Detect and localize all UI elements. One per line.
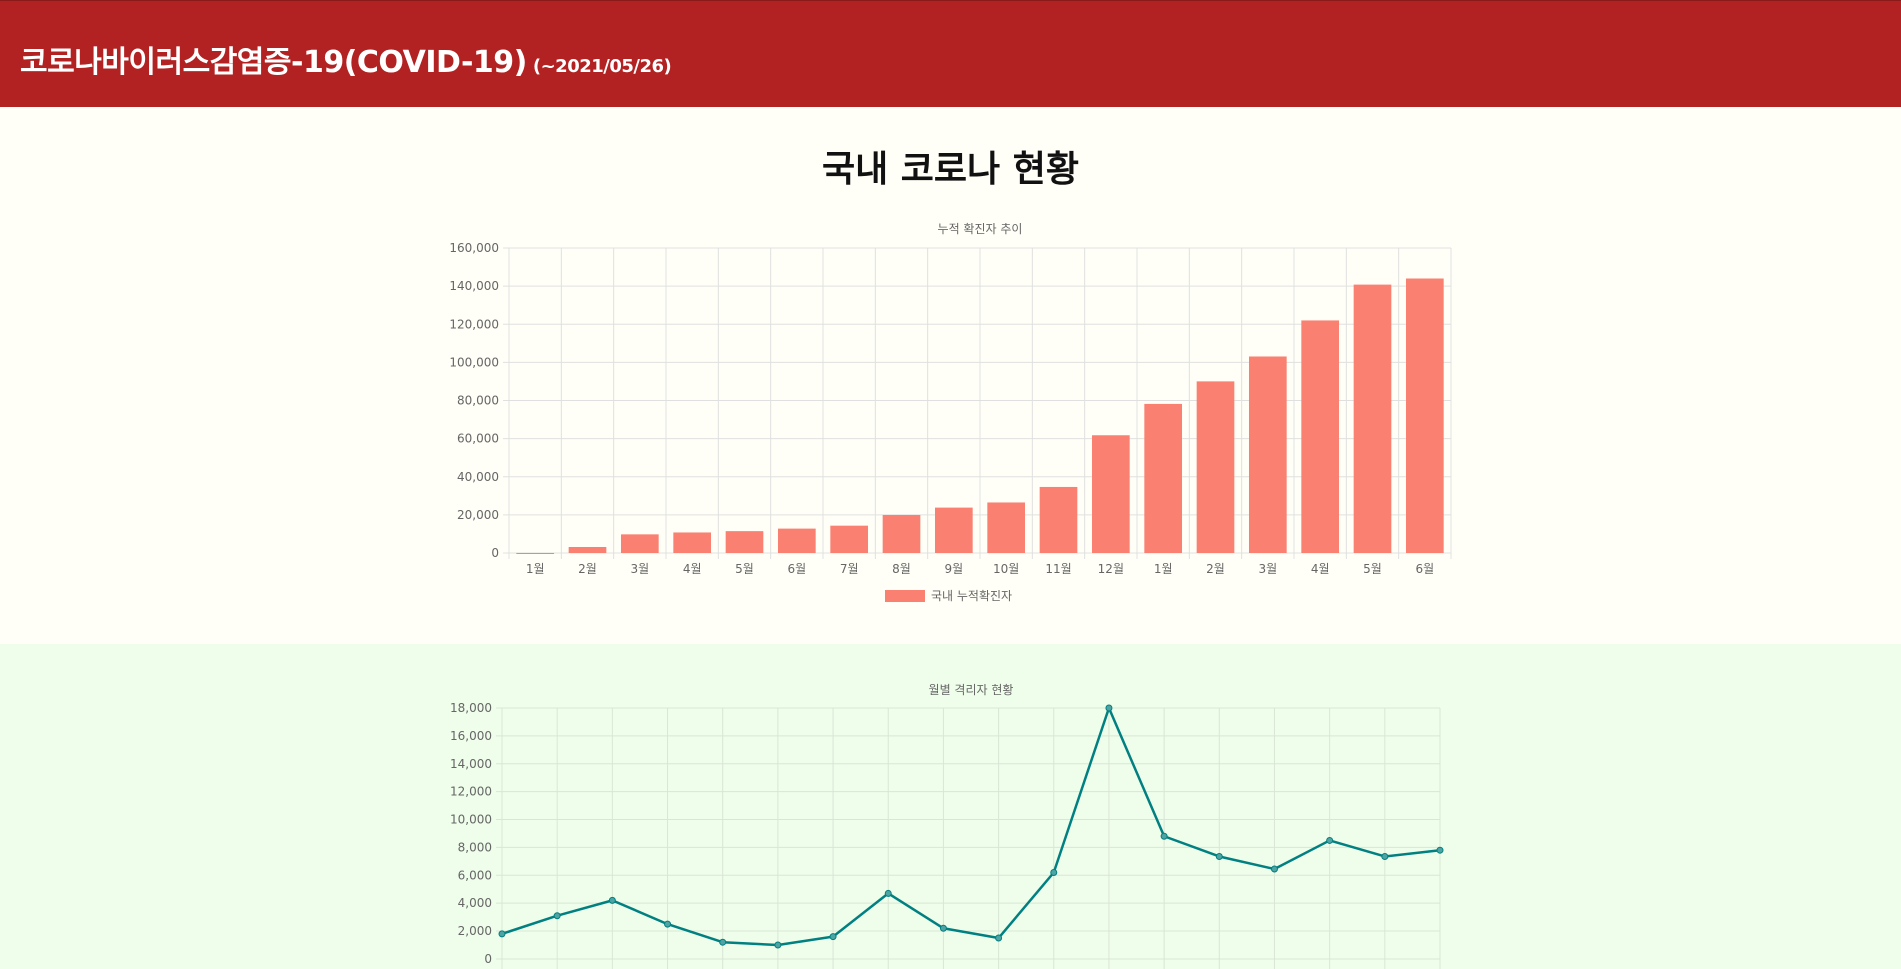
bar [725,531,764,553]
header-title-text: 코로나바이러스감염증-19(COVID-19) [20,45,527,80]
cumulative-section [0,107,1901,644]
x-tick-label: 5월 [735,562,754,576]
data-point [1326,836,1334,844]
bar [1196,381,1235,553]
header-date-range: (~2021/05/26) [532,56,672,77]
y-tick-label: 2,000 [458,924,492,938]
bar [1091,435,1130,553]
bar [568,546,607,553]
data-point [1436,846,1444,854]
y-tick-label: 12,000 [450,785,492,799]
data-point [884,889,892,897]
bar [934,507,973,553]
x-tick-label: 1월 [526,562,545,576]
data-point [498,930,506,938]
bar [620,534,659,553]
y-tick-label: 18,000 [450,701,492,715]
y-tick-label: 140,000 [449,279,499,293]
data-point [719,938,727,946]
x-tick-label: 6월 [787,562,806,576]
data-point [553,912,561,920]
bar [830,525,869,553]
x-tick-label: 4월 [1311,562,1330,576]
data-point [1381,852,1389,860]
chart-title: 누적 확진자 추이 [938,222,1023,236]
y-tick-label: 100,000 [449,355,499,369]
bar [1144,403,1183,553]
data-point [1270,865,1278,873]
data-point [1105,704,1113,712]
bar [673,532,712,553]
y-tick-label: 160,000 [449,241,499,255]
y-tick-label: 0 [491,546,499,560]
y-tick-label: 60,000 [457,432,499,446]
data-point [608,896,616,904]
bar [987,502,1026,553]
page-title: 국내 코로나 현황 [822,149,1079,190]
y-tick-label: 14,000 [450,757,492,771]
legend-swatch [885,590,925,602]
x-tick-label: 11월 [1045,562,1071,576]
bar [1301,320,1340,553]
data-point [829,933,837,941]
bar [1039,486,1078,553]
y-tick-label: 80,000 [457,394,499,408]
y-tick-label: 6,000 [458,868,492,882]
bar [1248,356,1287,553]
x-tick-label: 12월 [1098,562,1124,576]
x-tick-label: 9월 [944,562,963,576]
x-tick-label: 3월 [630,562,649,576]
y-tick-label: 16,000 [450,729,492,743]
bar [516,552,555,554]
y-tick-label: 10,000 [450,813,492,827]
data-point [1050,869,1058,877]
y-tick-label: 40,000 [457,470,499,484]
x-tick-label: 10월 [993,562,1019,576]
data-point [1215,852,1223,860]
x-tick-label: 8월 [892,562,911,576]
x-tick-label: 4월 [683,562,702,576]
data-point [1160,832,1168,840]
x-tick-label: 2월 [1206,562,1225,576]
x-tick-label: 5월 [1363,562,1382,576]
data-point [664,920,672,928]
x-tick-label: 1월 [1154,562,1173,576]
y-tick-label: 120,000 [449,317,499,331]
data-point [774,941,782,949]
bar [777,528,816,553]
chart-title: 월별 격리자 현황 [929,683,1014,697]
data-point [939,924,947,932]
bar [882,514,921,553]
x-tick-label: 2월 [578,562,597,576]
x-tick-label: 6월 [1415,562,1434,576]
y-tick-label: 4,000 [458,896,492,910]
bar [1405,278,1444,553]
data-point [995,934,1003,942]
quarantine-section [0,644,1901,969]
header-title: 코로나바이러스감염증-19(COVID-19) (~2021/05/26) [20,37,672,81]
page-header: 코로나바이러스감염증-19(COVID-19) (~2021/05/26) [0,0,1901,107]
bar [1353,284,1392,553]
series-line [501,706,1441,947]
y-tick-label: 0 [484,952,492,966]
legend-label: 국내 누적확진자 [931,589,1012,603]
y-tick-label: 8,000 [458,840,492,854]
y-tick-label: 20,000 [457,508,499,522]
x-tick-label: 7월 [840,562,859,576]
x-tick-label: 3월 [1258,562,1277,576]
